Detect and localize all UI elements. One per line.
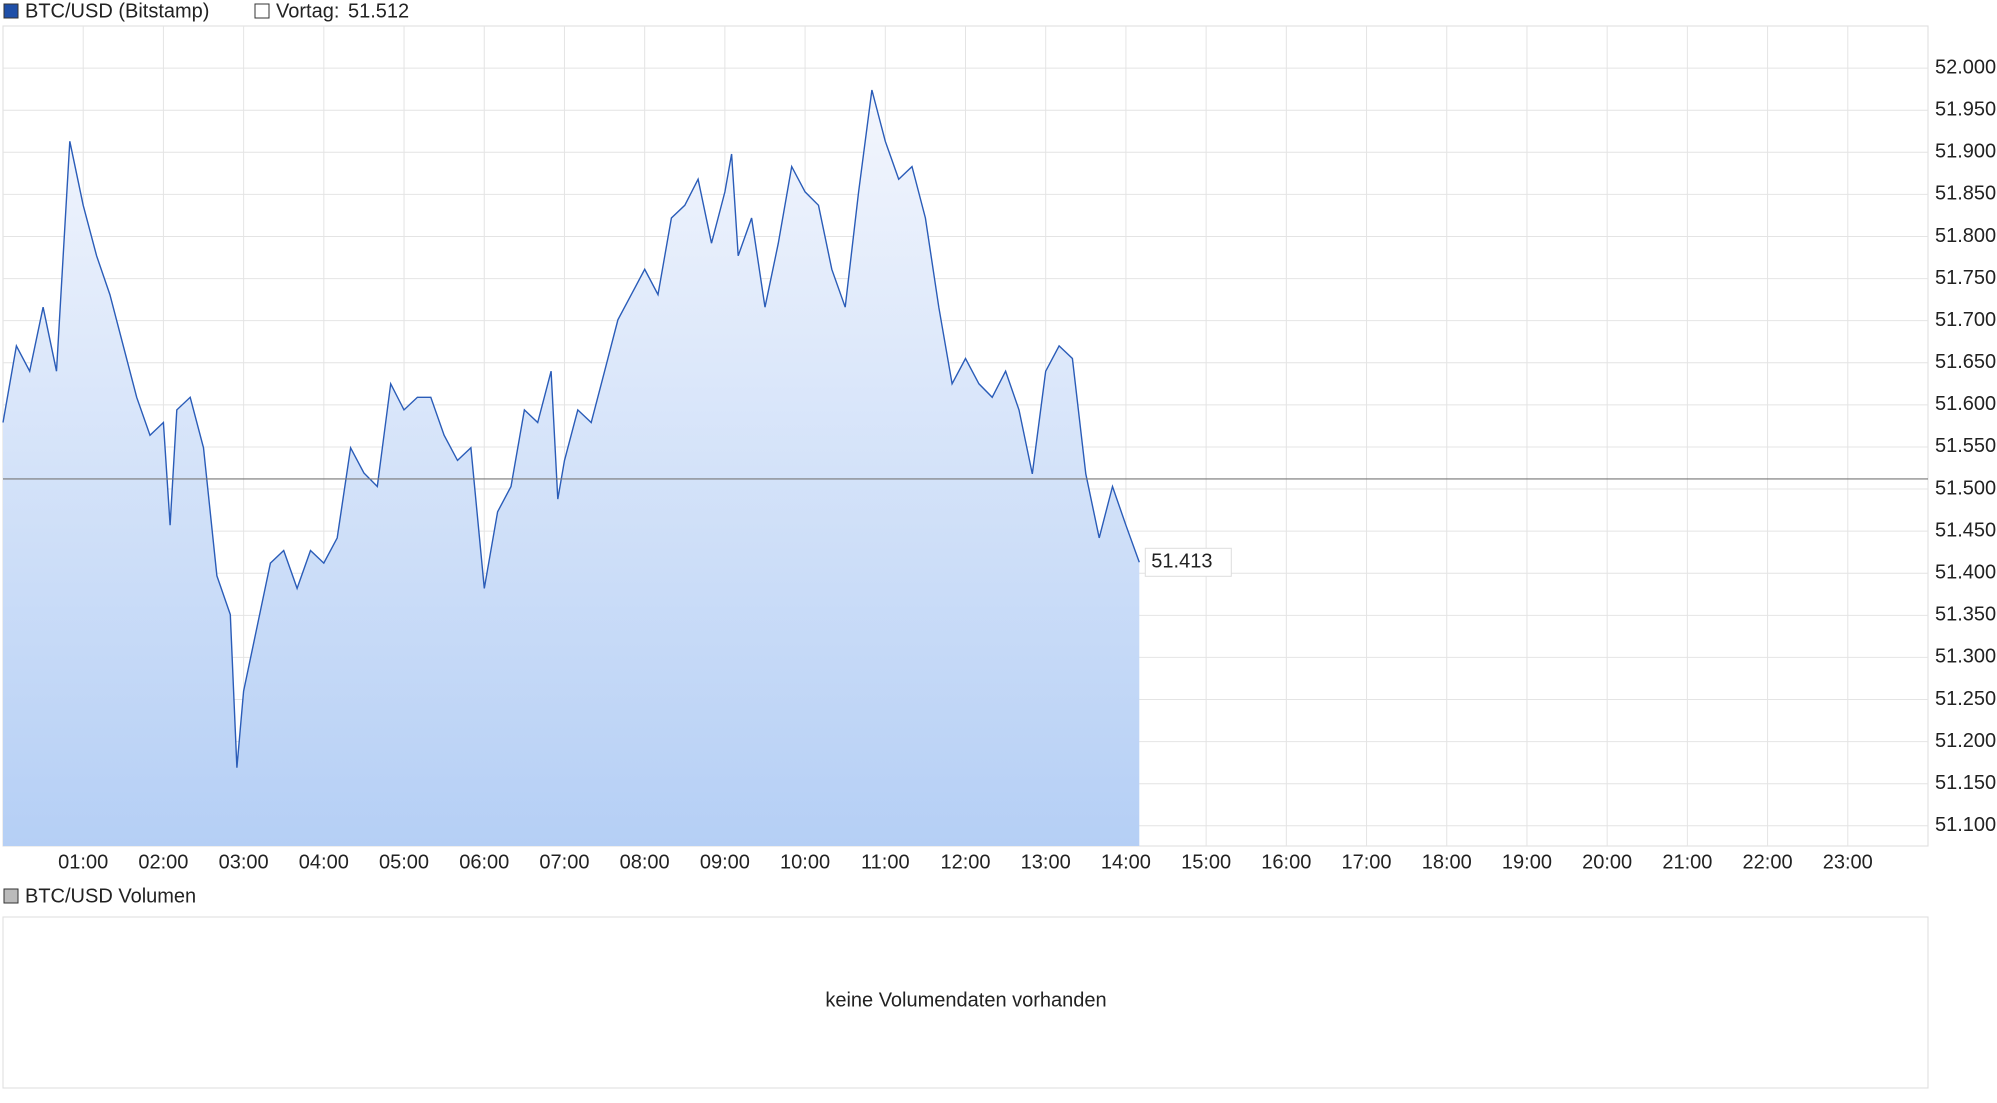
reference-value: 51.512 xyxy=(348,0,409,22)
x-tick-label: 14:00 xyxy=(1101,851,1151,873)
last-value-box xyxy=(1144,547,1232,577)
legend-swatch xyxy=(3,3,19,19)
x-tick-label: 03:00 xyxy=(219,851,269,873)
y-tick-label: 51.300 xyxy=(1935,646,1996,668)
x-tick-label: 16:00 xyxy=(1261,851,1311,873)
x-tick-label: 06:00 xyxy=(459,851,509,873)
legend-label: BTC/USD (Bitstamp) xyxy=(25,0,209,22)
volume-title: BTC/USD Volumen xyxy=(25,885,196,907)
last-value-label: 51.413 xyxy=(1144,547,1232,577)
y-tick-label: 51.800 xyxy=(1935,225,1996,247)
y-tick-label: 51.950 xyxy=(1935,98,1996,120)
price-line xyxy=(2,89,1140,768)
y-tick-label: 51.400 xyxy=(1935,562,1996,584)
last-value-text: 51.413 xyxy=(1151,551,1212,573)
reference-checkbox[interactable] xyxy=(254,3,270,19)
y-tick-label: 51.200 xyxy=(1935,730,1996,752)
y-tick-label: 51.600 xyxy=(1935,393,1996,415)
x-tick-label: 01:00 xyxy=(58,851,108,873)
x-tick-label: 19:00 xyxy=(1502,851,1552,873)
x-tick-label: 04:00 xyxy=(299,851,349,873)
y-tick-label: 51.650 xyxy=(1935,351,1996,373)
volume-frame xyxy=(2,916,1929,1089)
y-tick-label: 52.000 xyxy=(1935,56,1996,78)
y-tick-label: 51.100 xyxy=(1935,814,1996,836)
x-tick-label: 13:00 xyxy=(1021,851,1071,873)
y-tick-label: 51.350 xyxy=(1935,604,1996,626)
x-tick-label: 15:00 xyxy=(1181,851,1231,873)
x-tick-label: 18:00 xyxy=(1422,851,1472,873)
x-tick-label: 07:00 xyxy=(539,851,589,873)
x-tick-label: 05:00 xyxy=(379,851,429,873)
y-tick-label: 51.250 xyxy=(1935,688,1996,710)
area xyxy=(3,90,1140,846)
y-tick-label: 51.850 xyxy=(1935,183,1996,205)
volume-swatch xyxy=(3,888,19,904)
y-tick-label: 51.900 xyxy=(1935,141,1996,163)
x-tick-label: 21:00 xyxy=(1662,851,1712,873)
y-tick-label: 51.500 xyxy=(1935,477,1996,499)
plot: 01:00 02:00 03:00 04:00 05:00 06:00 07:00 08:00… xyxy=(2,26,1996,873)
x-tick-label: 02:00 xyxy=(138,851,188,873)
x-tick-label: 20:00 xyxy=(1582,851,1632,873)
y-tick-label: 51.450 xyxy=(1935,519,1996,541)
x-tick-label: 22:00 xyxy=(1743,851,1793,873)
x-tick-label: 17:00 xyxy=(1342,851,1392,873)
x-tick-label: 11:00 xyxy=(861,851,910,873)
x-tick-label: 08:00 xyxy=(620,851,670,873)
x-tick-label: 12:00 xyxy=(940,851,990,873)
y-tick-label: 51.700 xyxy=(1935,309,1996,331)
x-tick-label: 10:00 xyxy=(780,851,830,873)
x-tick-label: 09:00 xyxy=(700,851,750,873)
y-tick-label: 51.550 xyxy=(1935,435,1996,457)
y-tick-label: 51.150 xyxy=(1935,772,1996,794)
reference-label: Vortag: xyxy=(276,0,339,22)
y-tick-label: 51.750 xyxy=(1935,267,1996,289)
x-tick-label: 23:00 xyxy=(1823,851,1873,873)
volume-message: keine Volumendaten vorhanden xyxy=(825,989,1106,1011)
